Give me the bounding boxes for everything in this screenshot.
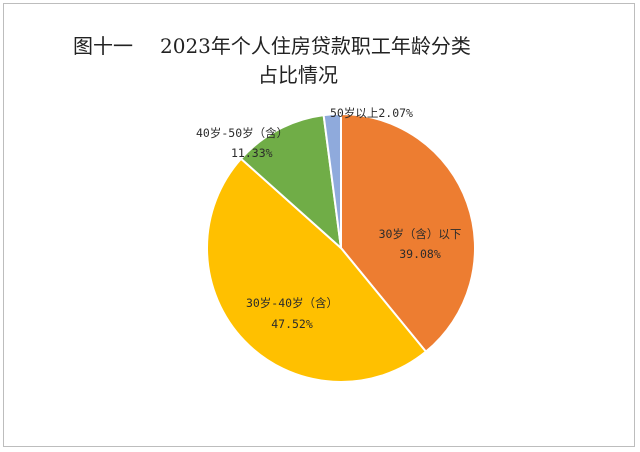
figure-number: 图十一 <box>73 34 133 58</box>
pie-slice <box>322 112 342 249</box>
slice-category-label: 40岁-50岁（含） <box>196 126 288 140</box>
slice-value-label: 39.08% <box>399 247 441 261</box>
chart-title: 2023年个人住房贷款职工年龄分类 <box>160 34 471 58</box>
slice-label: 50岁以上2.07% <box>330 106 413 120</box>
slice-value-label: 11.33% <box>231 146 273 160</box>
pie-slice <box>340 112 476 354</box>
chart-title-line2: 占比情况 <box>258 63 338 87</box>
slice-category-label: 30岁-40岁（含） <box>246 296 338 310</box>
pie-slice <box>206 157 428 383</box>
slice-value-label: 47.52% <box>271 317 313 331</box>
slice-category-label: 30岁（含）以下 <box>379 227 462 241</box>
pie-slice <box>239 114 343 251</box>
